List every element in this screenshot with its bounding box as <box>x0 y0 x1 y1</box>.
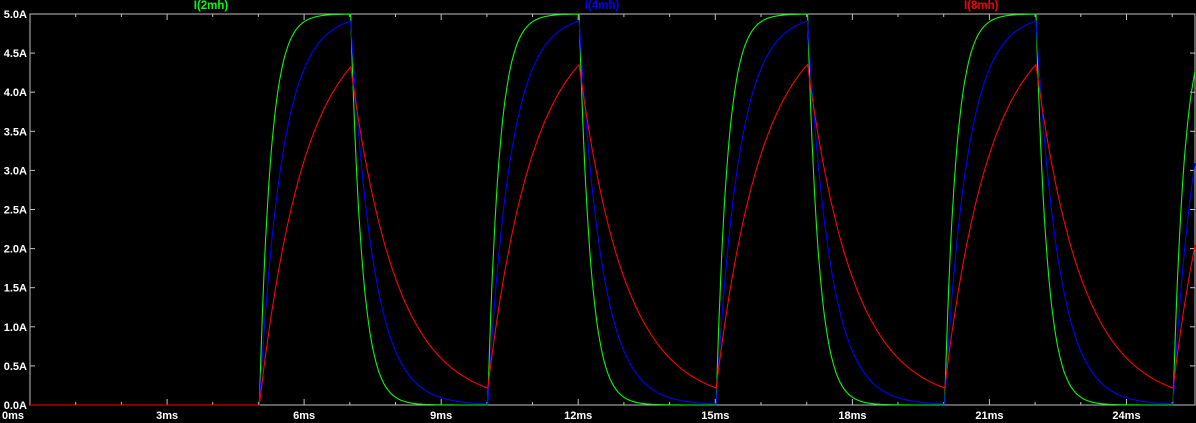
legend-trace-4mh[interactable]: I(4mh) <box>584 0 620 12</box>
x-tick-label: 9ms <box>430 410 452 422</box>
x-tick-label: 0ms <box>2 410 24 422</box>
plot-border <box>29 13 1196 406</box>
x-tick-label: 21ms <box>975 410 1003 422</box>
trace-I(8mh) <box>30 63 1196 406</box>
x-tick-label: 12ms <box>564 410 592 422</box>
y-tick-label: 4.5A <box>4 48 27 60</box>
y-tick-label: 4.0A <box>4 87 27 99</box>
y-tick-label: 3.0A <box>4 165 27 177</box>
legend-trace-8mh[interactable]: I(8mh) <box>963 0 999 12</box>
legend-trace-2mh[interactable]: I(2mh) <box>193 0 229 12</box>
y-tick-label: 2.5A <box>4 205 27 217</box>
x-tick-label: 18ms <box>838 410 866 422</box>
x-tick-label: 15ms <box>701 410 729 422</box>
y-tick-label: 5.0A <box>4 9 27 21</box>
y-tick-label: 1.0A <box>4 322 27 334</box>
x-tick-label: 24ms <box>1112 410 1140 422</box>
trace-I(2mh) <box>30 13 1196 406</box>
y-tick-label: 0.5A <box>4 361 27 373</box>
x-tick-label: 3ms <box>156 410 178 422</box>
y-tick-label: 1.5A <box>4 283 27 295</box>
y-tick-label: 0.0A <box>4 400 27 412</box>
y-tick-label: 2.0A <box>4 244 27 256</box>
trace-I(4mh) <box>30 20 1196 406</box>
x-tick-label: 6ms <box>293 410 315 422</box>
y-tick-label: 3.5A <box>4 126 27 138</box>
